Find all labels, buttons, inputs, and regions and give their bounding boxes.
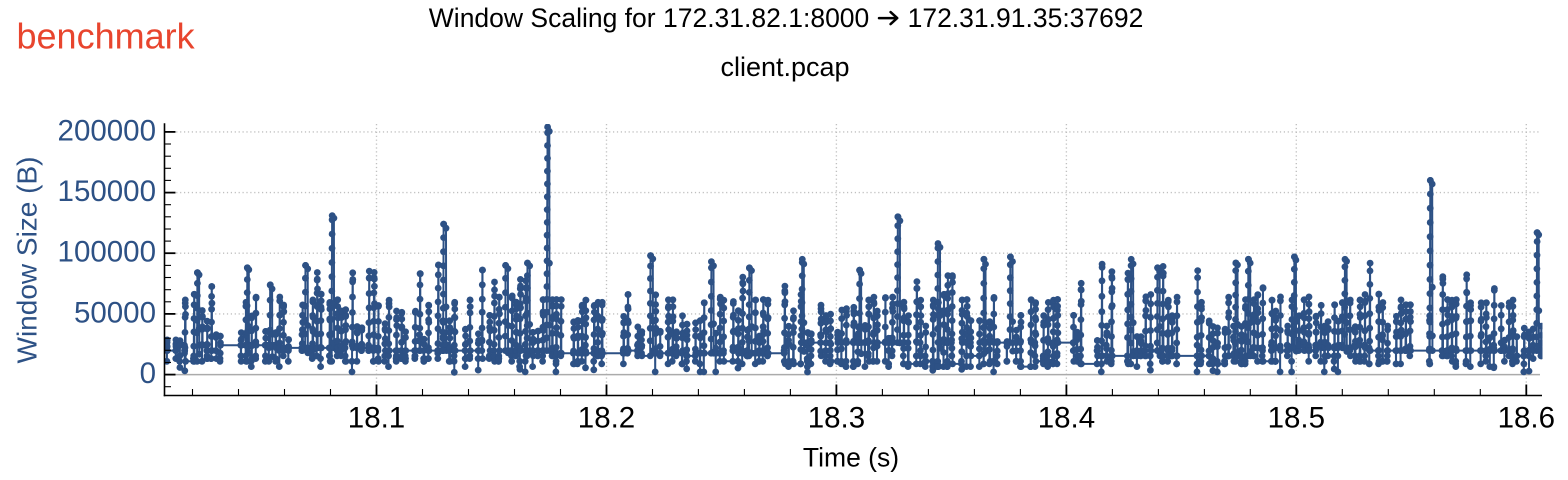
svg-text:18.3: 18.3: [808, 402, 865, 435]
svg-text:18.6: 18.6: [1498, 402, 1555, 435]
svg-text:Window Size (B): Window Size (B): [12, 157, 43, 364]
svg-text:18.5: 18.5: [1268, 402, 1325, 435]
svg-text:0: 0: [140, 357, 156, 390]
svg-text:18.4: 18.4: [1038, 402, 1095, 435]
svg-text:200000: 200000: [58, 114, 156, 147]
svg-text:100000: 100000: [58, 236, 156, 269]
svg-text:50000: 50000: [74, 296, 156, 329]
svg-text:Window Scaling for 172.31.82.1: Window Scaling for 172.31.82.1:8000: [429, 3, 870, 33]
svg-text:18.2: 18.2: [578, 402, 635, 435]
svg-text:172.31.91.35:37692: 172.31.91.35:37692: [908, 3, 1144, 33]
svg-text:client.pcap: client.pcap: [720, 52, 849, 82]
svg-text:18.1: 18.1: [348, 402, 405, 435]
svg-text:benchmark: benchmark: [17, 16, 196, 57]
svg-text:150000: 150000: [58, 175, 156, 208]
svg-text:Time (s): Time (s): [803, 443, 899, 473]
